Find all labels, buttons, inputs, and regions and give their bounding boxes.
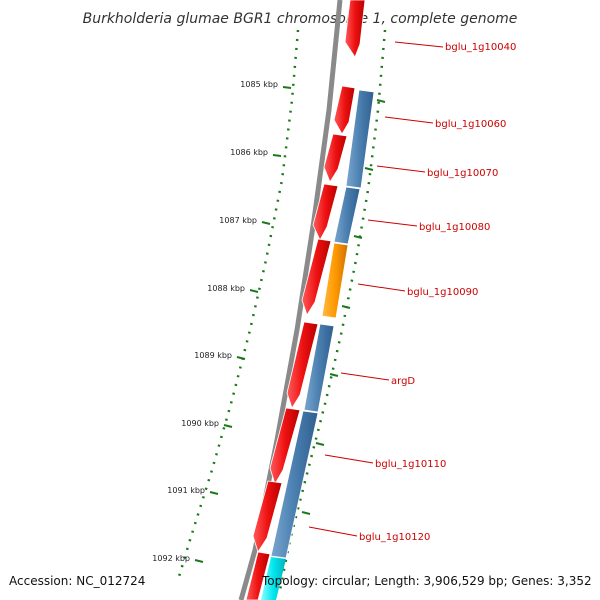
gene-forward bbox=[312, 183, 339, 241]
gene-forward bbox=[323, 133, 348, 183]
kbp-tick bbox=[249, 289, 259, 293]
gene-label: bglu_1g10110 bbox=[375, 459, 446, 470]
outer-kbp-ticks bbox=[301, 99, 386, 515]
gene-forward bbox=[286, 321, 319, 409]
kbp-tick bbox=[272, 154, 282, 157]
gene-orange bbox=[321, 242, 349, 319]
kbp-label: 1091 kbp bbox=[167, 486, 205, 495]
label-line bbox=[340, 372, 390, 381]
forward-strand-genes bbox=[245, 0, 366, 600]
accession-text: Accession: NC_012724 bbox=[9, 574, 146, 588]
label-line bbox=[384, 116, 434, 124]
kbp-label: 1088 kbp bbox=[207, 284, 245, 293]
kbp-tick bbox=[236, 356, 246, 360]
chromosome-backbone bbox=[238, 0, 343, 600]
kbp-tick bbox=[282, 86, 292, 89]
outer-scale-arc bbox=[278, 29, 387, 591]
outer-kbp-tick bbox=[315, 442, 325, 446]
outer-kbp-tick bbox=[329, 373, 339, 377]
gene-reverse bbox=[333, 186, 361, 245]
gene-reverse bbox=[345, 89, 375, 189]
gene-forward bbox=[252, 480, 283, 553]
gene-label: bglu_1g10120 bbox=[359, 532, 430, 543]
gene-forward bbox=[344, 0, 366, 58]
outer-kbp-tick bbox=[364, 167, 374, 171]
gene-label: bglu_1g10060 bbox=[435, 119, 506, 130]
outer-kbp-tick bbox=[301, 511, 311, 515]
gene-cyan bbox=[261, 557, 286, 600]
kbp-labels: 1085 kbp 1086 kbp 1087 kbp 1088 kbp 1089… bbox=[152, 80, 278, 563]
map-title: Burkholderia glumae BGR1 chromosome 1, c… bbox=[83, 11, 518, 27]
label-line bbox=[394, 41, 444, 48]
gene-label: argD bbox=[391, 376, 415, 387]
gene-label: bglu_1g10080 bbox=[419, 222, 490, 233]
gene-reverse bbox=[270, 410, 319, 559]
gene-label: bglu_1g10070 bbox=[427, 168, 498, 179]
kbp-tick bbox=[261, 221, 271, 225]
kbp-tick bbox=[223, 424, 233, 428]
kbp-tick bbox=[209, 491, 219, 495]
gene-forward bbox=[301, 238, 332, 316]
outer-kbp-tick bbox=[353, 235, 363, 239]
outer-kbp-tick bbox=[341, 305, 351, 309]
gene-label: bglu_1g10090 bbox=[407, 287, 478, 298]
kbp-label: 1086 kbp bbox=[230, 148, 268, 157]
topology-text: Topology: circular; Length: 3,906,529 bp… bbox=[262, 574, 592, 588]
kbp-label: 1087 kbp bbox=[219, 216, 257, 225]
label-line bbox=[357, 283, 406, 292]
reverse-strand-genes bbox=[270, 89, 375, 559]
gene-label-lines bbox=[308, 41, 444, 537]
gene-forward bbox=[269, 407, 301, 485]
label-line bbox=[324, 454, 374, 464]
kbp-label: 1085 kbp bbox=[240, 80, 278, 89]
label-line bbox=[308, 526, 358, 537]
gene-reverse bbox=[303, 323, 335, 413]
label-line bbox=[376, 165, 426, 173]
kbp-label: 1089 kbp bbox=[194, 351, 232, 360]
label-line bbox=[367, 219, 418, 227]
gene-forward bbox=[333, 85, 356, 135]
kbp-ticks bbox=[194, 86, 292, 563]
gene-labels: bglu_1g10040 bglu_1g10060 bglu_1g10070 b… bbox=[359, 42, 516, 543]
gene-forward bbox=[245, 551, 271, 600]
kbp-label: 1090 kbp bbox=[181, 419, 219, 428]
outer-kbp-tick bbox=[376, 99, 386, 103]
kbp-label: 1092 kbp bbox=[152, 554, 190, 563]
gene-label: bglu_1g10040 bbox=[445, 42, 516, 53]
kbp-tick bbox=[194, 559, 204, 563]
inner-scale-arc bbox=[176, 29, 300, 581]
